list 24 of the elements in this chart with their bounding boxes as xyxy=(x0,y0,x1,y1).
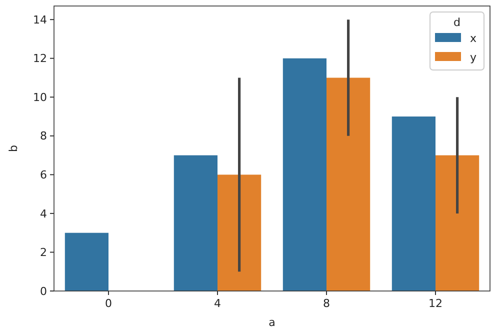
y-tick-label: 6 xyxy=(40,168,47,182)
bar xyxy=(326,78,370,291)
x-tick-label: 12 xyxy=(428,297,442,310)
x-axis-title: a xyxy=(268,316,276,329)
x-tick-label: 4 xyxy=(214,297,221,310)
legend-label: x xyxy=(470,32,477,45)
y-tick-label: 2 xyxy=(40,246,47,260)
y-tick-label: 14 xyxy=(33,13,47,26)
y-tick-label: 4 xyxy=(40,207,47,220)
bar xyxy=(282,58,326,291)
legend-title: d xyxy=(454,16,460,29)
bar xyxy=(218,174,262,291)
y-tick-label: 10 xyxy=(33,90,47,104)
bar xyxy=(392,116,436,291)
x-tick-label: 8 xyxy=(323,297,330,310)
legend-label: y xyxy=(470,50,477,64)
x-tick-label: 0 xyxy=(105,297,112,310)
y-tick-label: 12 xyxy=(33,52,47,66)
bar xyxy=(436,155,480,291)
y-tick-label: 8 xyxy=(40,130,47,143)
y-tick-label: 0 xyxy=(40,284,47,298)
bar xyxy=(174,155,218,291)
bar xyxy=(64,232,108,291)
y-axis-title: b xyxy=(7,144,20,152)
